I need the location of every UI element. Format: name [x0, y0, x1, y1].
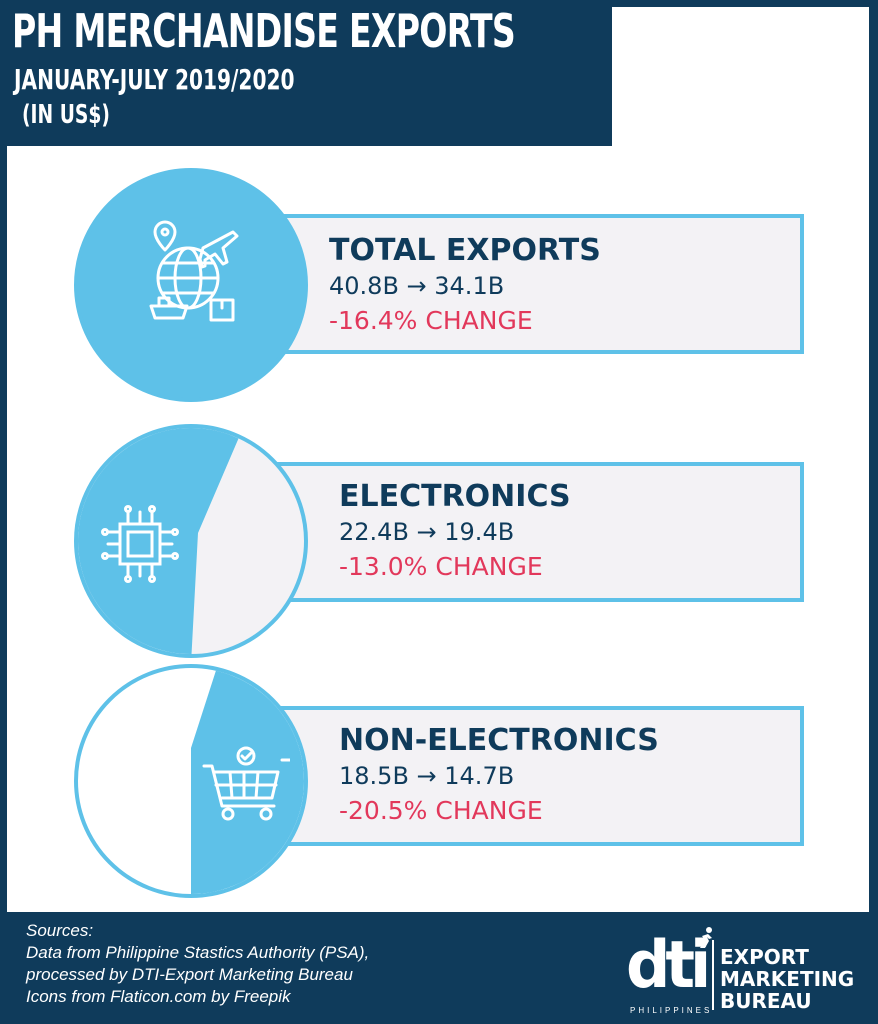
page-subtitle: JANUARY-JULY 2019/2020: [14, 63, 295, 96]
source-line: processed by DTI-Export Marketing Bureau: [26, 965, 353, 984]
page-title: PH MERCHANDISE EXPORTS: [12, 4, 516, 58]
card-electronics: [247, 462, 804, 602]
emb-line: MARKETING: [720, 967, 855, 991]
category-label: NON-ELECTRONICS: [339, 723, 659, 758]
unit-label: (IN US$): [22, 100, 110, 130]
globe-trade-icon: [149, 220, 239, 322]
category-change: -20.5% CHANGE: [339, 796, 543, 825]
sources-footer: Sources: Data from Philippine Stastics A…: [26, 920, 369, 1008]
category-change: -13.0% CHANGE: [339, 552, 543, 581]
shopping-cart-icon: [202, 746, 290, 821]
panel-top: [612, 7, 869, 147]
category-label: ELECTRONICS: [339, 479, 571, 514]
source-line: Icons from Flaticon.com by Freepik: [26, 987, 291, 1006]
emb-line: BUREAU: [720, 989, 812, 1013]
emb-wordmark: EXPORT MARKETING BUREAU: [720, 946, 854, 1012]
circle-electronics: [74, 424, 308, 658]
content-panel: TOTAL EXPORTS 40.8B → 34.1B -16.4% CHANG…: [7, 146, 869, 912]
category-values: 22.4B → 19.4B: [339, 518, 515, 546]
non-electronics-pie: [191, 668, 304, 894]
dti-logo: dti PHILIPPINES EXPORT MARKETING BUREAU: [626, 926, 866, 1020]
dti-wordmark: dti: [626, 926, 711, 1003]
source-line: Data from Philippine Stastics Authority …: [26, 943, 370, 962]
circle-total-exports: [74, 168, 308, 402]
sources-label: Sources:: [26, 921, 94, 940]
emb-line: EXPORT: [720, 945, 809, 969]
logo-divider: [712, 940, 714, 1010]
runner-icon: [700, 927, 712, 948]
category-values: 40.8B → 34.1B: [329, 272, 505, 300]
header: PH MERCHANDISE EXPORTS JANUARY-JULY 2019…: [0, 0, 612, 146]
circle-non-electronics: [74, 664, 308, 898]
dti-country: PHILIPPINES: [630, 1006, 713, 1015]
card-total-exports: [232, 214, 804, 354]
category-label: TOTAL EXPORTS: [329, 233, 601, 268]
category-values: 18.5B → 14.7B: [339, 762, 515, 790]
card-non-electronics: [247, 706, 804, 846]
microchip-icon: [101, 505, 179, 583]
category-change: -16.4% CHANGE: [329, 306, 533, 335]
